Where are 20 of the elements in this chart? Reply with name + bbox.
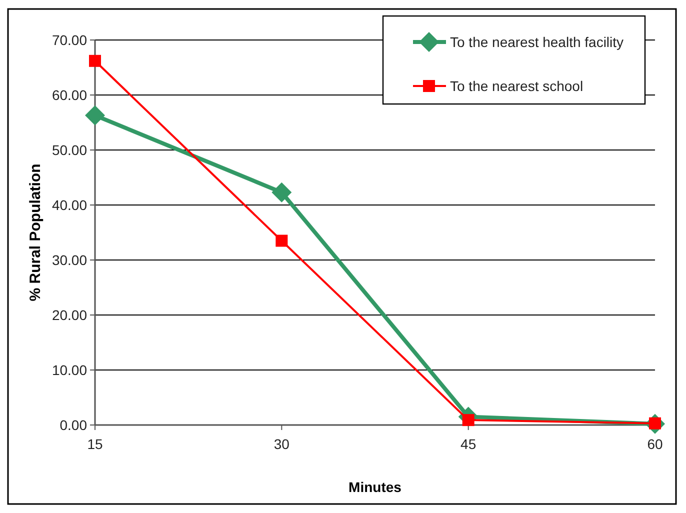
x-tick-label: 60 (647, 436, 663, 452)
y-axis-title: % Rural Population (27, 164, 44, 302)
x-axis-title: Minutes (348, 479, 402, 495)
point (276, 234, 288, 247)
point (85, 105, 105, 126)
x-tick-label: 15 (87, 436, 103, 452)
y-tick-label: 30.00 (52, 252, 88, 268)
y-tick-label: 70.00 (52, 32, 88, 48)
point (89, 54, 101, 67)
y-tick-label: 0.00 (60, 416, 88, 433)
y-tick-label: 40.00 (52, 196, 88, 213)
legend-label: To the nearest school (450, 78, 584, 94)
x-tick-label: 45 (460, 436, 476, 452)
y-tick-label: 50.00 (52, 142, 88, 158)
y-tick-label: 20.00 (52, 306, 88, 323)
legend-label: To the nearest health facility (450, 34, 624, 50)
y-tick-label: 60.00 (52, 86, 88, 103)
point (272, 182, 292, 202)
y-tick-label: 10.00 (52, 362, 88, 378)
x-tick-label: 30 (274, 436, 290, 452)
